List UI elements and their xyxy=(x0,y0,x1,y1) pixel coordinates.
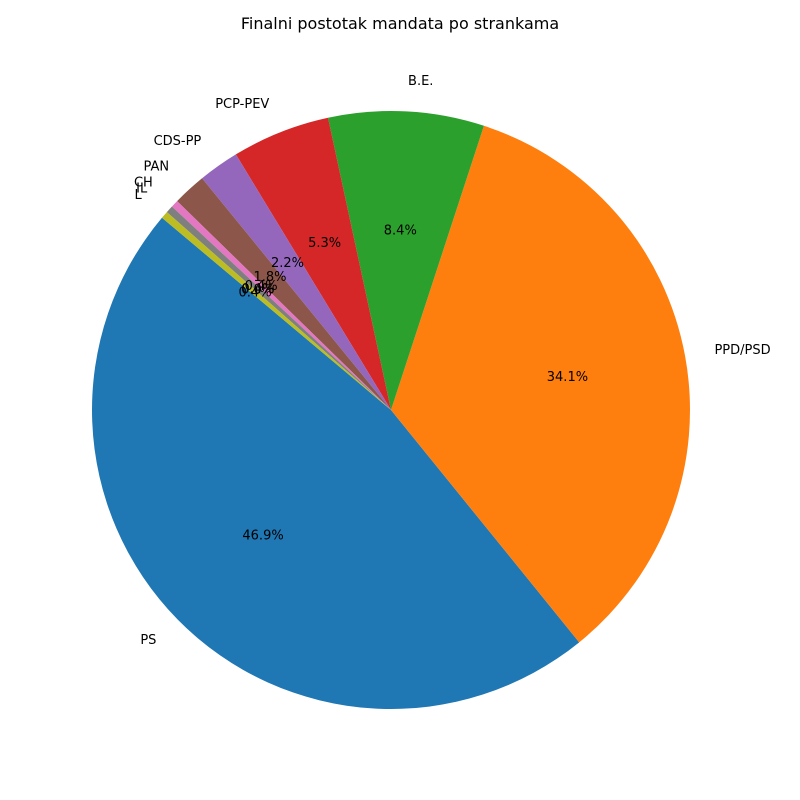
pie-slice-pan xyxy=(177,178,391,410)
pie-slice-cds-pp xyxy=(202,154,391,410)
slice-label: CH xyxy=(134,176,153,191)
pie-slice-il xyxy=(166,206,391,410)
pie-slice-ps xyxy=(92,217,580,709)
pie-slice-l xyxy=(161,212,391,410)
slice-pct-label: 1.8% xyxy=(253,270,286,285)
slice-label: L xyxy=(134,188,142,203)
slice-pct-label: 8.4% xyxy=(384,223,417,238)
slice-pct-label: 0.4% xyxy=(242,282,275,297)
pie-slice-ch xyxy=(171,201,391,410)
slice-label: PS xyxy=(140,633,156,648)
pie-slice-ppd-psd xyxy=(391,125,690,643)
slice-pct-label: 5.3% xyxy=(308,236,341,251)
slice-label: B.E. xyxy=(408,74,433,89)
slice-pct-label: 46.9% xyxy=(242,528,283,543)
slice-pct-label: 34.1% xyxy=(547,370,588,385)
slice-label: CDS-PP xyxy=(154,134,202,149)
pie-slice-b-e- xyxy=(328,110,484,410)
slice-label: IL xyxy=(136,182,148,197)
slice-label: PAN xyxy=(143,160,169,175)
slice-label: PCP-PEV xyxy=(215,97,269,112)
chart-title: Finalni postotak mandata po strankama xyxy=(240,14,560,33)
slice-pct-label: 0.4% xyxy=(245,279,278,294)
pie-labels: PS 46.9% PPD/PSD 34.1% B.E. 8.4% PCP-PEV 5.3% CD… xyxy=(134,74,771,648)
slice-pct-label: 0.4% xyxy=(239,285,272,300)
slice-pct-label-extra: 0.0% xyxy=(241,282,274,297)
slice-label: PPD/PSD xyxy=(714,343,770,358)
pie-slice-pcp-pev xyxy=(235,117,391,410)
slice-pct-label: 2.2% xyxy=(271,256,304,271)
pie-slices xyxy=(92,110,690,709)
